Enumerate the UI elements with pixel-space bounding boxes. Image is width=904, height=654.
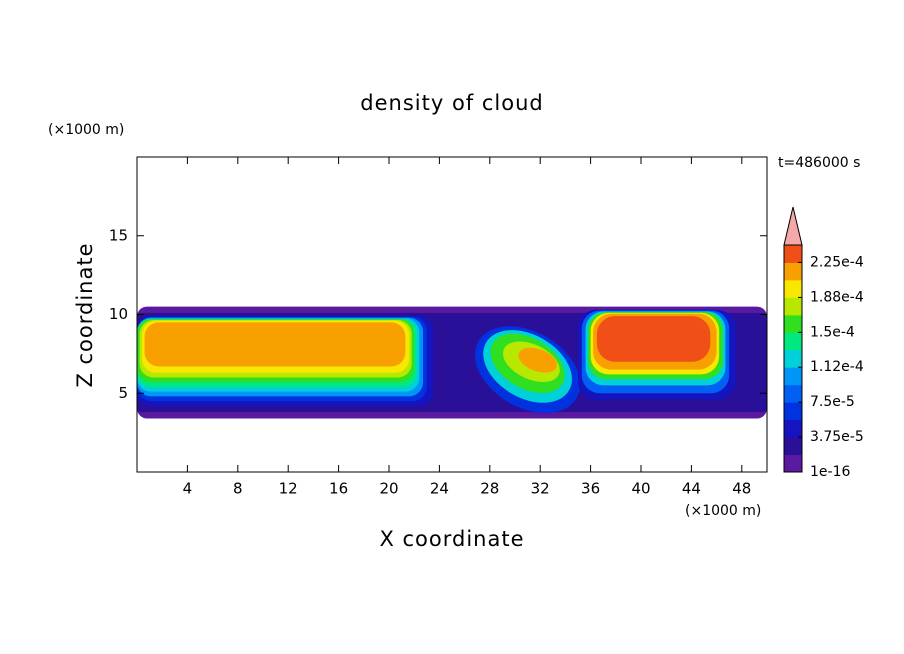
x-axis-title: X coordinate	[379, 527, 524, 551]
x-tick-label: 16	[329, 480, 348, 498]
contour-field	[137, 306, 767, 419]
y-tick-label: 5	[118, 384, 128, 402]
y-unit: (×1000 m)	[48, 122, 124, 138]
colorbar-swatch	[784, 314, 802, 333]
colorbar-tick-label: 1.88e-4	[810, 289, 864, 305]
colorbar-tick-label: 3.75e-5	[810, 429, 864, 445]
y-axis-title: Z coordinate	[73, 242, 97, 387]
contour-region	[518, 347, 557, 373]
colorbar-swatch	[784, 279, 802, 298]
y-tick-label: 15	[109, 226, 128, 244]
colorbar-swatch	[784, 419, 802, 438]
contour-region	[144, 322, 406, 367]
colorbar-swatch	[784, 384, 802, 403]
chart-title: density of cloud	[360, 91, 543, 115]
colorbar-swatch	[784, 262, 802, 281]
colorbar-tick-label: 7.5e-5	[810, 394, 855, 410]
colorbar-tick-label: 1.12e-4	[810, 359, 864, 375]
x-tick-label: 28	[480, 480, 499, 498]
colorbar-tick-label: 1.5e-4	[810, 324, 855, 340]
colorbar-swatch	[784, 297, 802, 316]
colorbar-tick-label: 1e-16	[810, 464, 850, 480]
colorbar-swatch	[784, 332, 802, 351]
x-tick-label: 48	[732, 480, 751, 498]
colorbar-over	[783, 206, 803, 246]
colorbar-swatch	[784, 454, 802, 473]
contour-region	[596, 316, 711, 362]
x-tick-label: 36	[581, 480, 600, 498]
time-label: t=486000 s	[778, 155, 860, 171]
x-tick-label: 32	[531, 480, 550, 498]
x-tick-label: 12	[279, 480, 298, 498]
colorbar-frame	[783, 244, 803, 473]
y-tick-label: 10	[109, 305, 128, 323]
x-unit: (×1000 m)	[685, 503, 761, 519]
x-tick-label: 20	[379, 480, 398, 498]
colorbar-swatch	[784, 367, 802, 386]
colorbar-tick-label: 2.25e-4	[810, 254, 864, 270]
x-tick-label: 24	[430, 480, 449, 498]
x-tick-label: 8	[233, 480, 243, 498]
colorbar-swatch	[784, 349, 802, 368]
colorbar-swatch	[784, 402, 802, 421]
colorbar-swatch	[784, 437, 802, 456]
x-tick-label: 44	[682, 480, 701, 498]
x-tick-label: 4	[183, 480, 193, 498]
colorbar-swatch	[784, 245, 802, 263]
x-tick-label: 40	[631, 480, 650, 498]
